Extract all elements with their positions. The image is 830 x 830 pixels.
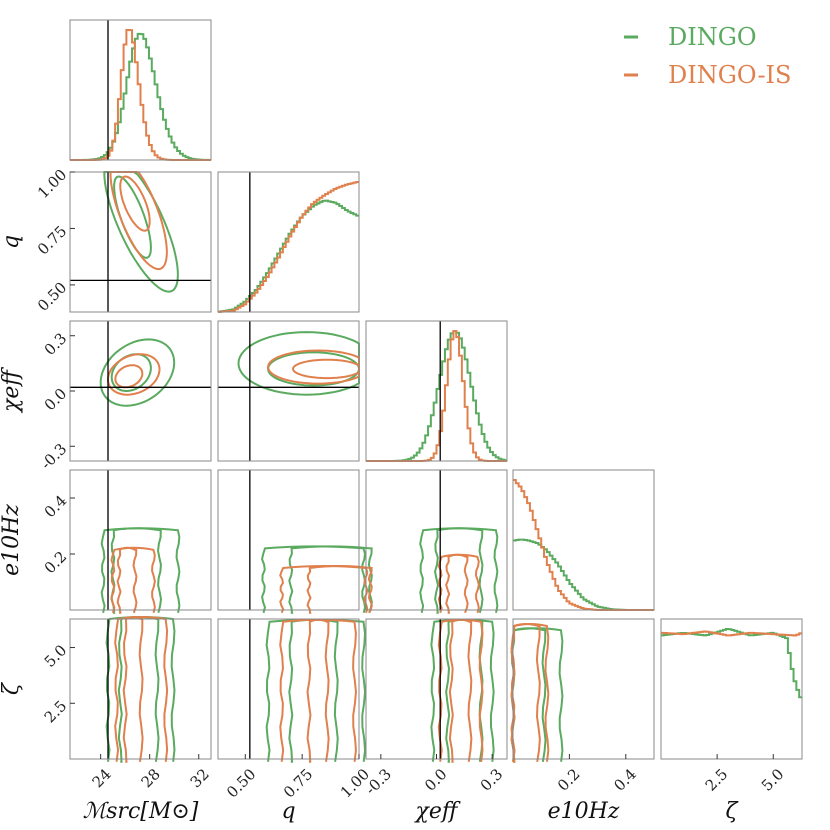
hist-mc-dingo-is: [70, 29, 211, 161]
ylabel-q: q: [0, 235, 24, 249]
contour-mc-chi-dingo-2: [99, 338, 176, 407]
hist-chi-dingo: [366, 330, 507, 462]
hist-zeta-dingo-is: [661, 630, 802, 637]
panel-chi-q: [217, 320, 360, 462]
panel-zeta-e: [512, 618, 655, 760]
contour-mc-q-dingo-is-2: [109, 171, 168, 271]
panel-zeta-q: [217, 618, 360, 760]
contour-chi-zeta-dingo-is-2: [448, 618, 473, 763]
ytick-label-q-1: 0.75: [34, 222, 70, 258]
xtick-label-mc-0: 24: [89, 765, 115, 791]
xlabel-mc: ℳsrc[M⊙]: [83, 799, 199, 824]
contour-mc-e-dingo-is-1: [110, 546, 156, 614]
contour-mc-zeta-dingo-is-1: [114, 616, 169, 762]
panel-zeta-mc: [69, 618, 212, 760]
contour-mc-zeta-dingo-is-2: [122, 616, 144, 763]
contour-q-chi-dingo-is-2: [266, 349, 360, 385]
panel-chi-chi: [365, 320, 508, 462]
ylabel-chi: χeff: [0, 367, 24, 414]
xtick-label-e-1: 0.4: [610, 765, 640, 795]
hist-e-dingo-is: [513, 479, 654, 611]
ytick-label-q-0: 0.50: [34, 279, 70, 315]
ytick-label-e-0: 0.2: [41, 548, 71, 578]
xtick-label-q-0: 0.50: [223, 765, 259, 801]
ytick-label-chi-2: 0.3: [41, 329, 71, 359]
contour-mc-chi-dingo-is-1: [114, 364, 144, 389]
contour-e-zeta-dingo-is-1: [510, 623, 550, 762]
xtick-label-zeta-1: 5.0: [758, 765, 788, 795]
contour-mc-q-dingo-2: [103, 171, 179, 293]
panel-e-mc: [69, 469, 212, 611]
contour-chi-e-dingo-is-1: [437, 553, 480, 614]
panel-zeta-chi: [365, 618, 508, 760]
panel-e-chi: [365, 469, 508, 611]
legend-label-dingo-is: DINGO-IS: [668, 61, 791, 89]
xtick-label-q-1: 0.75: [280, 765, 316, 801]
contour-chi-e-dingo-is-2: [445, 553, 469, 614]
contour-q-chi-dingo-is-1: [291, 358, 360, 380]
legend-label-dingo: DINGO: [668, 23, 757, 51]
xlabel-chi: χeff: [414, 799, 461, 824]
panel-e-q: [217, 469, 360, 611]
contour-chi-e-dingo-2: [434, 527, 484, 614]
ytick-label-chi-1: 0.0: [41, 385, 71, 415]
contour-mc-e-dingo-is-2: [116, 546, 138, 614]
panel-e-e: [512, 469, 655, 611]
panel-zeta-zeta: [660, 618, 803, 760]
hist-q-dingo-is: [218, 181, 359, 313]
contour-q-e-dingo-2: [288, 545, 373, 614]
xlabel-q: q: [281, 799, 295, 824]
contour-e-zeta-dingo-is-2: [510, 623, 541, 763]
contour-q-zeta-dingo-2: [288, 618, 339, 763]
legend: DINGO DINGO-IS: [624, 23, 791, 89]
xlabel-e: e10Hz: [548, 799, 620, 824]
ylabel-zeta: ζ: [0, 681, 24, 695]
hist-zeta-dingo: [661, 628, 802, 699]
hist-e-dingo: [513, 538, 654, 611]
contour-q-e-dingo-1: [261, 545, 367, 614]
panel-q-mc: [69, 171, 212, 313]
xtick-label-zeta-0: 2.5: [702, 765, 732, 795]
panel-mc-mc: [69, 19, 212, 161]
ytick-label-chi-0: -0.3: [37, 440, 70, 473]
contour-mc-q-dingo-is-1: [119, 175, 151, 232]
contour-q-e-dingo-is-1: [279, 565, 369, 614]
xtick-label-chi-0: -0.3: [362, 765, 395, 798]
contour-q-chi-dingo-2: [237, 331, 360, 396]
hist-q-dingo: [218, 199, 359, 313]
ytick-label-q-2: 1.00: [34, 166, 70, 202]
xtick-label-chi-2: 0.3: [477, 765, 507, 795]
contour-q-e-dingo-is-2: [306, 565, 373, 614]
xtick-label-chi-1: 0.0: [421, 765, 451, 795]
ylabel-e: e10Hz: [0, 504, 24, 576]
xtick-label-e-0: 0.2: [554, 765, 584, 795]
ytick-label-e-1: 0.4: [41, 492, 71, 522]
ytick-label-zeta-1: 5.0: [41, 641, 71, 671]
contour-q-zeta-dingo-is-2: [306, 618, 330, 763]
xlabel-zeta: ζ: [726, 799, 740, 824]
contour-q-zeta-dingo-is-1: [279, 618, 357, 762]
panel-q-q: [217, 171, 360, 313]
contour-chi-e-dingo-1: [419, 527, 499, 614]
xtick-label-mc-1: 28: [138, 765, 164, 791]
ytick-label-zeta-0: 2.5: [41, 697, 71, 727]
xtick-label-mc-2: 32: [187, 765, 213, 791]
